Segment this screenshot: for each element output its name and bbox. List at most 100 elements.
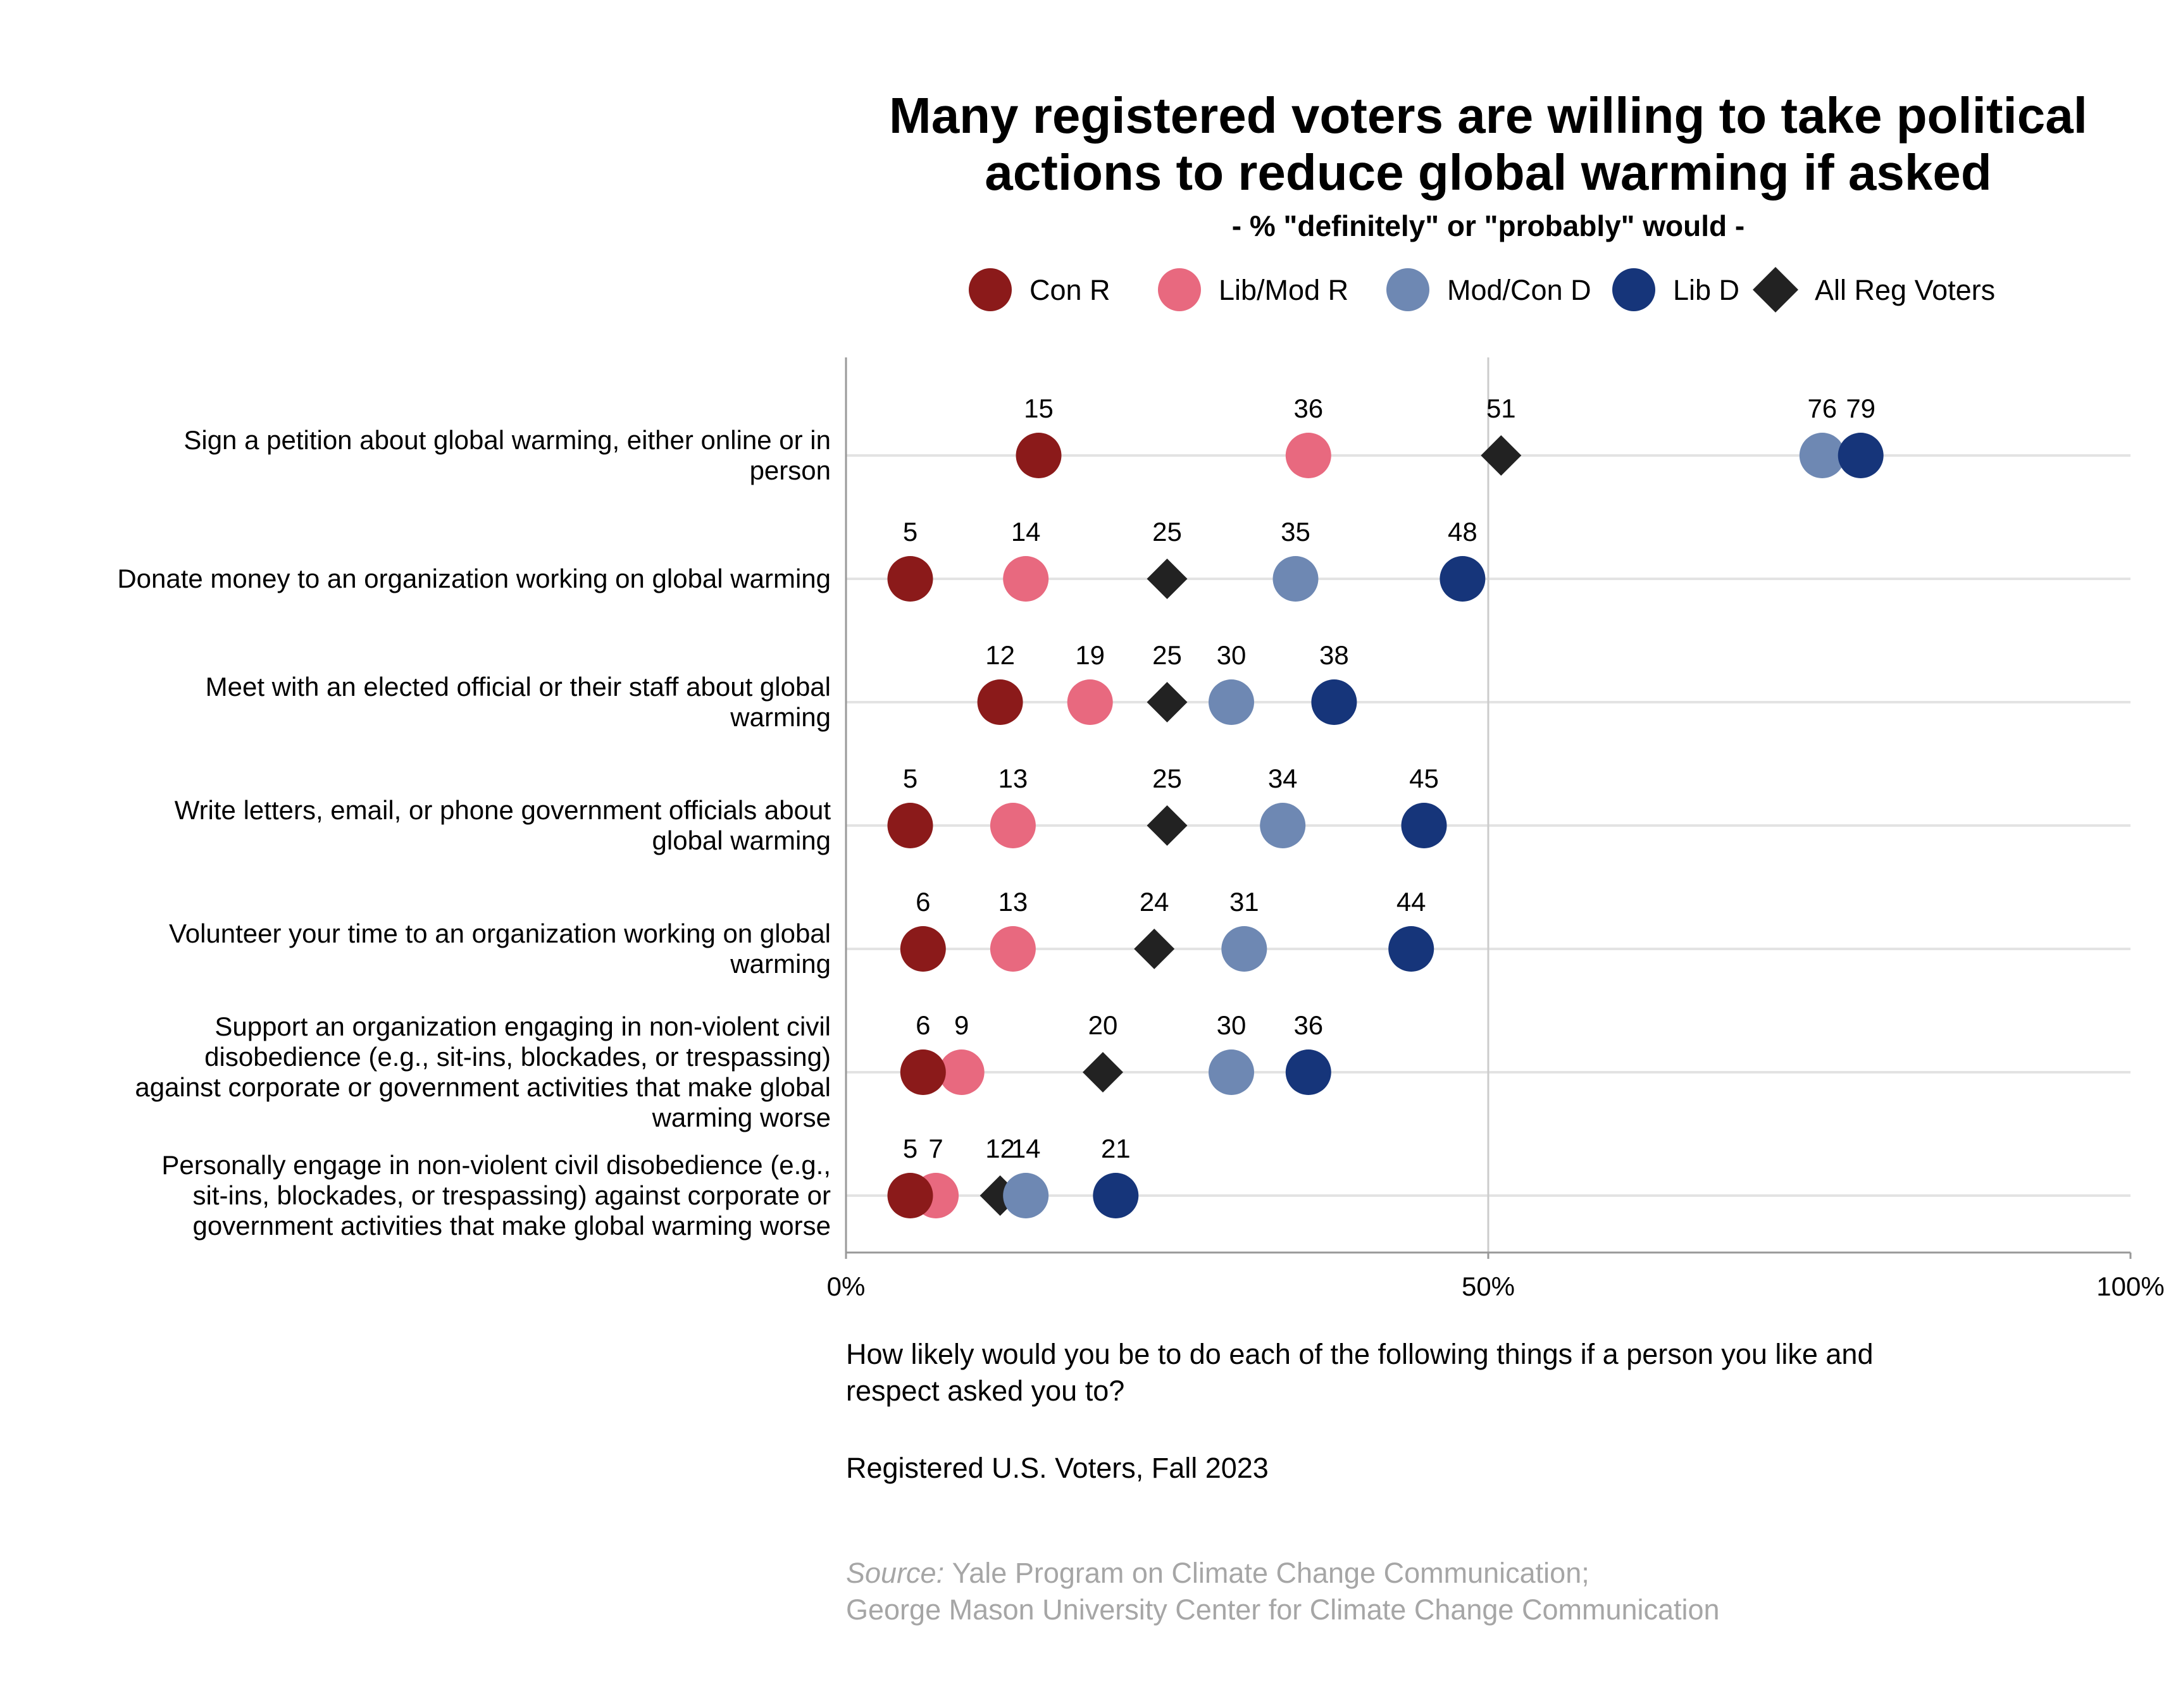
legend-swatch <box>1612 268 1655 311</box>
data-point-lib-d <box>1285 1049 1331 1095</box>
category-label: global warming <box>652 826 831 855</box>
data-label: 9 <box>954 1010 969 1040</box>
data-point-all-reg-voters <box>1481 435 1522 476</box>
data-label: 20 <box>1088 1010 1118 1040</box>
data-point-lib-d <box>1838 433 1884 478</box>
category-label: Sign a petition about global warming, ei… <box>183 425 831 455</box>
legend-swatch <box>1158 268 1201 311</box>
data-point-all-reg-voters <box>1134 929 1175 969</box>
data-label: 25 <box>1152 517 1182 547</box>
data-point-all-reg-voters <box>1147 805 1188 846</box>
data-point-con-r <box>887 803 933 848</box>
data-point-con-r <box>900 1049 946 1095</box>
data-point-lib-mod-r <box>1285 433 1331 478</box>
data-label: 25 <box>1152 764 1182 793</box>
data-point-con-r <box>1016 433 1062 478</box>
category-label: warming worse <box>652 1103 831 1132</box>
data-point-lib-mod-r <box>990 926 1036 972</box>
grid <box>846 357 2130 1253</box>
category-label: Support an organization engaging in non-… <box>215 1012 831 1041</box>
data-label: 48 <box>1448 517 1477 547</box>
data-label: 25 <box>1152 640 1182 670</box>
data-label: 13 <box>998 887 1028 917</box>
x-tick-label: 50% <box>1462 1272 1515 1301</box>
data-label: 5 <box>903 1134 917 1163</box>
legend-label: Con R <box>1029 274 1110 306</box>
data-label: 24 <box>1140 887 1169 917</box>
data-label: 12 <box>985 1134 1015 1163</box>
legend-swatch <box>1386 268 1429 311</box>
category-label: Personally engage in non-violent civil d… <box>161 1150 831 1180</box>
subtitle: - % "definitely" or "probably" would - <box>1232 209 1745 242</box>
data-point-mod-con-d <box>1799 433 1845 478</box>
data-point-mod-con-d <box>1260 803 1306 848</box>
data-point-con-r <box>887 556 933 602</box>
data-point-lib-d <box>1401 803 1447 848</box>
data-label: 31 <box>1229 887 1259 917</box>
data-label: 6 <box>916 887 930 917</box>
data-label: 14 <box>1011 1134 1041 1163</box>
question-text: respect asked you to? <box>846 1375 1124 1407</box>
data-label: 30 <box>1217 640 1247 670</box>
data-label: 14 <box>1011 517 1041 547</box>
data-label: 30 <box>1217 1010 1247 1040</box>
category-label: against corporate or government activiti… <box>135 1072 831 1102</box>
category-label: disobedience (e.g., sit-ins, blockades, … <box>204 1042 831 1072</box>
category-label: Write letters, email, or phone governmen… <box>175 795 831 825</box>
category-label: Donate money to an organization working … <box>117 564 831 593</box>
data-point-all-reg-voters <box>1147 682 1188 722</box>
population-text: Registered U.S. Voters, Fall 2023 <box>846 1452 1269 1484</box>
x-axis: 0% 50% 100% <box>827 357 2165 1301</box>
data-label: 34 <box>1268 764 1298 793</box>
question-text: How likely would you be to do each of th… <box>846 1338 1873 1370</box>
data-point-lib-d <box>1093 1173 1139 1218</box>
data-label: 36 <box>1293 393 1323 423</box>
data-label: 76 <box>1807 393 1837 423</box>
data-point-mod-con-d <box>1272 556 1319 602</box>
x-tick-label: 0% <box>827 1272 866 1301</box>
legend: Con R Lib/Mod R Mod/Con D Lib D All Reg Vote… <box>969 267 1995 313</box>
category-label: warming <box>730 949 831 979</box>
data-point-lib-mod-r <box>938 1049 985 1095</box>
title-line: Many registered voters are willing to ta… <box>889 87 2087 144</box>
footnote: How likely would you be to do each of th… <box>846 1338 1873 1626</box>
data-point-lib-mod-r <box>990 803 1036 848</box>
data-label: 38 <box>1319 640 1349 670</box>
data-label: 12 <box>985 640 1015 670</box>
data-label: 35 <box>1281 517 1310 547</box>
data-label: 45 <box>1409 764 1439 793</box>
data-label: 51 <box>1486 393 1516 423</box>
legend-label: All Reg Voters <box>1815 274 1995 306</box>
x-tick-label: 100% <box>2096 1272 2164 1301</box>
data-point-mod-con-d <box>1209 1049 1254 1095</box>
data-point-all-reg-voters <box>1147 559 1188 599</box>
data-point-lib-d <box>1440 556 1486 602</box>
data-point-con-r <box>887 1173 933 1218</box>
data-label: 21 <box>1101 1134 1131 1163</box>
source-text: George Mason University Center for Clima… <box>846 1594 1720 1626</box>
category-label: sit-ins, blockades, or trespassing) agai… <box>193 1180 831 1210</box>
data-point-con-r <box>977 679 1023 725</box>
data-label: 6 <box>916 1010 930 1040</box>
data-label: 15 <box>1024 393 1054 423</box>
legend-label: Mod/Con D <box>1447 274 1591 306</box>
data-label: 19 <box>1075 640 1105 670</box>
category-label: person <box>750 455 831 485</box>
legend-label: Lib D <box>1673 274 1739 306</box>
data-point-all-reg-voters <box>1083 1052 1123 1092</box>
data-label: 5 <box>903 517 917 547</box>
title-line: actions to reduce global warming if aske… <box>985 144 1991 201</box>
data-point-mod-con-d <box>1209 679 1254 725</box>
data-label: 7 <box>928 1134 943 1163</box>
data-label: 36 <box>1293 1010 1323 1040</box>
category-label: Volunteer your time to an organization w… <box>169 919 831 948</box>
data-label: 44 <box>1396 887 1426 917</box>
data-point-con-r <box>900 926 946 972</box>
category-label: Meet with an elected official or their s… <box>206 672 831 702</box>
category-label: warming <box>730 702 831 732</box>
category-label: government activities that make global w… <box>193 1211 831 1241</box>
source-text: Source: Yale Program on Climate Change C… <box>846 1557 1589 1589</box>
data-label: 79 <box>1846 393 1875 423</box>
legend-swatch <box>1753 267 1798 313</box>
